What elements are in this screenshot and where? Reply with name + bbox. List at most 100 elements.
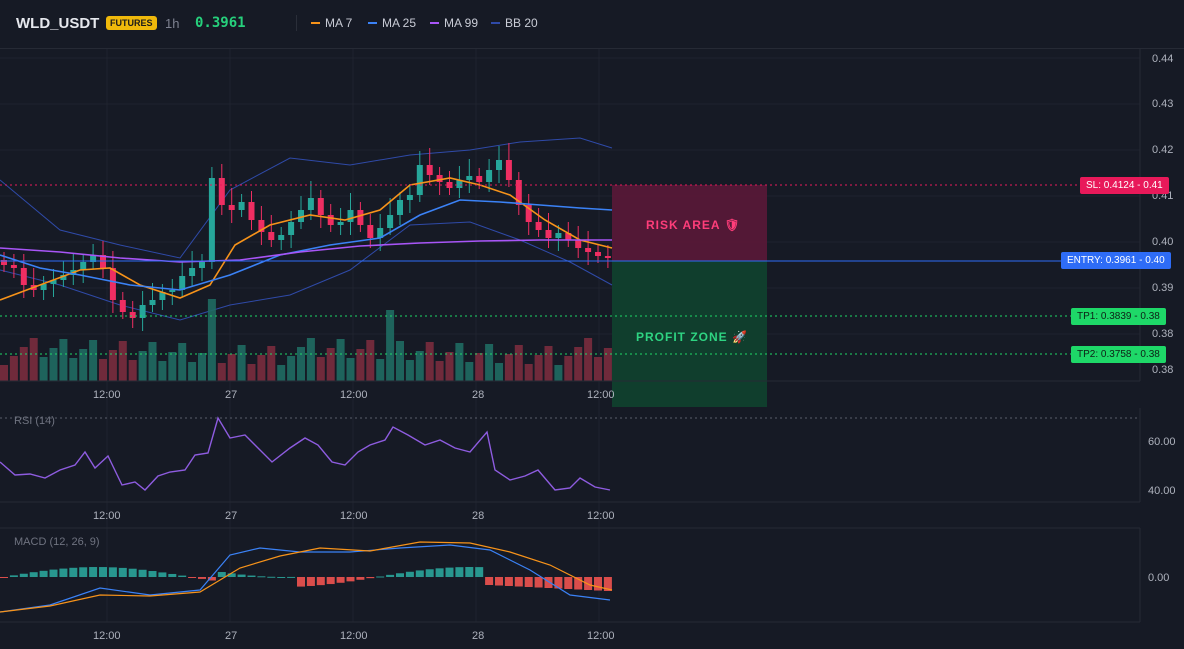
macd-bar	[267, 576, 276, 578]
volume-bar	[326, 348, 335, 381]
volume-bar	[247, 364, 256, 381]
candle-body	[179, 276, 186, 290]
candle-body	[317, 198, 324, 215]
macd-bar	[445, 567, 454, 577]
macd-bar	[495, 577, 503, 586]
timeframe-label[interactable]: 1h	[165, 16, 180, 31]
time-tick: 12:00	[93, 389, 121, 401]
volume-bar	[108, 350, 117, 381]
rsi-title[interactable]: RSI (14)	[14, 415, 55, 427]
header-divider	[296, 15, 297, 31]
candle-body	[288, 222, 295, 235]
time-tick: 28	[472, 510, 485, 522]
macd-title[interactable]: MACD (12, 26, 9)	[14, 536, 100, 548]
entry-price-label: ENTRY: 0.3961 - 0.40	[1061, 252, 1171, 269]
macd-bar	[158, 572, 167, 577]
chart-header: WLD_USDT FUTURES 1h 0.3961 MA 7 MA 25 MA…	[0, 0, 1184, 46]
volume-bar	[603, 348, 612, 381]
ma25-swatch	[368, 22, 377, 24]
macd-bar	[316, 577, 325, 586]
ma7-line	[0, 177, 613, 301]
time-tick: 12:00	[587, 389, 615, 401]
symbol-label[interactable]: WLD_USDT	[16, 15, 100, 32]
time-tick: 27	[225, 389, 238, 401]
time-tick: 27	[225, 630, 238, 642]
legend-ma99-label: MA 99	[444, 16, 479, 30]
rsi-tick: 60.00	[1148, 436, 1176, 448]
candle-body	[416, 165, 423, 195]
volume-bar	[188, 362, 197, 381]
candle-body	[357, 210, 364, 225]
time-tick: 27	[225, 510, 238, 522]
volume-bar	[544, 346, 553, 381]
volume-bar	[207, 299, 216, 381]
macd-bar	[19, 573, 28, 577]
ma7-swatch	[311, 22, 320, 24]
volume-bar	[465, 362, 474, 381]
volume-bar	[198, 353, 206, 381]
candle-body	[199, 262, 205, 268]
candle-body	[218, 178, 225, 205]
header-separator	[0, 48, 1184, 49]
price-tick: 0.40	[1152, 236, 1174, 248]
bb-lower	[0, 221, 613, 321]
macd-bar	[49, 569, 58, 577]
volume-bar	[227, 354, 236, 381]
macd-bar	[376, 576, 385, 578]
volume-bar	[267, 346, 276, 381]
volume-bar	[564, 356, 573, 381]
futures-badge: FUTURES	[106, 16, 157, 30]
macd-bar	[79, 567, 88, 577]
candle-body	[139, 305, 146, 318]
macd-bar	[465, 567, 474, 577]
macd-bar	[326, 577, 335, 585]
candle-body	[505, 160, 512, 180]
time-tick: 12:00	[587, 510, 615, 522]
legend-bb20[interactable]: BB 20	[491, 16, 538, 30]
volume-bar	[475, 353, 484, 381]
macd-bar	[603, 577, 612, 591]
volume-bar	[445, 352, 454, 381]
candle-body	[40, 284, 47, 290]
volume-bar	[415, 351, 424, 381]
candle-body	[10, 265, 17, 268]
volume-bar	[138, 351, 147, 381]
macd-bar	[554, 577, 563, 589]
macd-bar	[297, 577, 305, 587]
legend-ma99[interactable]: MA 99	[430, 16, 478, 30]
tp2-price-label: TP2: 0.3758 - 0.38	[1071, 346, 1166, 363]
macd-bar	[118, 567, 127, 577]
volume-bar	[118, 341, 127, 381]
volume-bar	[504, 354, 513, 381]
candle-body	[585, 248, 592, 252]
candle-body	[189, 268, 196, 276]
volume-bar	[178, 343, 187, 381]
legend-ma25[interactable]: MA 25	[368, 16, 416, 30]
candle-body	[119, 300, 126, 312]
volume-bar	[346, 358, 355, 381]
volume-bar	[79, 349, 88, 381]
candle-body	[20, 268, 27, 285]
volume-bar	[237, 345, 246, 381]
candle-body	[525, 205, 532, 222]
candle-body	[486, 170, 493, 182]
ma25-line	[0, 199, 613, 291]
legend-ma7[interactable]: MA 7	[311, 16, 352, 30]
time-tick: 12:00	[340, 389, 368, 401]
candle-body	[228, 205, 235, 210]
ma99-swatch	[430, 22, 439, 24]
macd-bar	[178, 575, 187, 577]
macd-bar	[475, 567, 484, 577]
volume-bar	[386, 310, 395, 381]
profit-zone-label: PROFIT ZONE 🚀	[636, 330, 748, 344]
volume-bar	[534, 355, 543, 381]
candle-body	[90, 255, 97, 262]
macd-bar	[198, 577, 206, 579]
macd-bar	[99, 567, 107, 577]
profit-zone	[612, 261, 767, 407]
macd-bar	[29, 572, 38, 577]
time-tick: 12:00	[93, 630, 121, 642]
volume-bar	[425, 342, 434, 381]
macd-bar	[574, 577, 583, 590]
